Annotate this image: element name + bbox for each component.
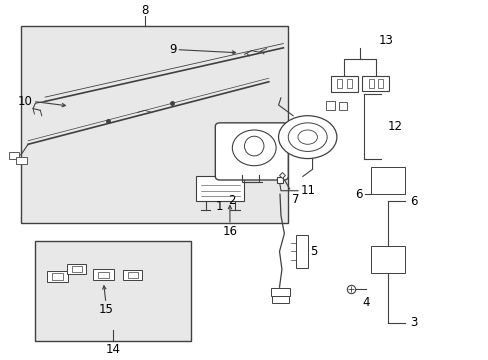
Text: 7: 7	[291, 193, 299, 206]
Bar	[16, 157, 27, 164]
Text: 8: 8	[141, 4, 148, 17]
Bar	[52, 273, 62, 280]
Circle shape	[297, 130, 317, 144]
Bar	[325, 102, 334, 111]
Bar	[339, 103, 346, 111]
Text: 1: 1	[216, 200, 223, 213]
Text: 6: 6	[354, 188, 362, 201]
Text: 5: 5	[309, 245, 317, 258]
Bar	[370, 246, 404, 273]
Text: 6: 6	[409, 195, 416, 208]
Bar	[127, 272, 137, 278]
Bar	[67, 264, 86, 274]
Bar	[98, 271, 109, 278]
Text: 11: 11	[300, 184, 315, 197]
Text: 12: 12	[387, 120, 402, 133]
Bar	[9, 152, 20, 158]
Text: 10: 10	[18, 95, 33, 108]
Circle shape	[287, 123, 326, 152]
Bar	[196, 176, 244, 202]
Circle shape	[278, 116, 336, 158]
Bar	[35, 241, 191, 341]
Text: 14: 14	[105, 343, 121, 356]
Bar	[93, 269, 114, 280]
Text: 2: 2	[228, 194, 236, 207]
Ellipse shape	[232, 130, 276, 166]
Bar	[330, 76, 357, 91]
Text: 9: 9	[168, 43, 176, 56]
Bar	[362, 76, 388, 91]
Bar	[46, 271, 68, 282]
Bar	[21, 26, 287, 223]
Bar	[370, 167, 404, 194]
Bar	[346, 79, 351, 88]
Bar	[271, 288, 289, 296]
Text: 3: 3	[409, 316, 416, 329]
Bar	[272, 296, 288, 303]
Ellipse shape	[244, 136, 264, 156]
Text: 13: 13	[377, 34, 392, 47]
Text: 4: 4	[362, 296, 369, 309]
Text: 15: 15	[98, 303, 113, 316]
Bar	[122, 270, 142, 280]
Bar	[337, 79, 342, 88]
FancyBboxPatch shape	[215, 123, 287, 180]
Bar	[368, 79, 373, 88]
Bar	[295, 235, 307, 267]
Bar	[378, 79, 383, 88]
Text: 16: 16	[222, 225, 237, 238]
Bar	[72, 266, 81, 272]
